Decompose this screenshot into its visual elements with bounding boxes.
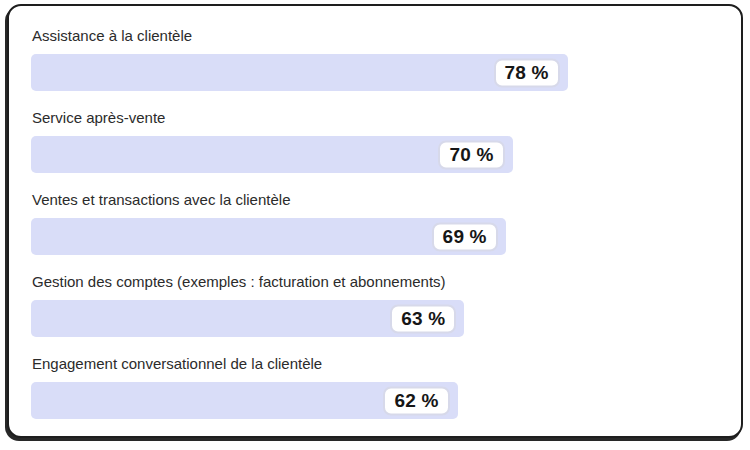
page-background: Assistance à la clientèle 78 % Service a… [0,0,750,450]
bar-fill: 62 % [31,382,458,419]
bar-track: 70 % [31,136,719,173]
bar-fill: 78 % [31,54,568,91]
bar-row-1: Assistance à la clientèle 78 % [31,26,719,91]
value-chip: 63 % [390,304,456,333]
category-label: Engagement conversationnel de la clientè… [32,354,719,374]
bar-row-5: Engagement conversationnel de la clientè… [31,354,719,419]
bar-fill: 63 % [31,300,464,337]
category-label: Ventes et transactions avec la clientèle [32,190,719,210]
survey-bar-chart-card: Assistance à la clientèle 78 % Service a… [7,4,743,438]
category-label: Service après-vente [32,108,719,128]
bar-track: 62 % [31,382,719,419]
value-chip: 70 % [438,140,504,169]
bar-track: 78 % [31,54,719,91]
bar-fill: 69 % [31,218,506,255]
bar-fill: 70 % [31,136,513,173]
bar-row-4: Gestion des comptes (exemples : facturat… [31,272,719,337]
value-chip: 69 % [432,222,498,251]
category-label: Assistance à la clientèle [32,26,719,46]
bar-track: 63 % [31,300,719,337]
bar-track: 69 % [31,218,719,255]
bar-row-2: Service après-vente 70 % [31,108,719,173]
value-chip: 78 % [494,58,560,87]
value-chip: 62 % [383,386,449,415]
category-label: Gestion des comptes (exemples : facturat… [32,272,719,292]
bar-row-3: Ventes et transactions avec la clientèle… [31,190,719,255]
